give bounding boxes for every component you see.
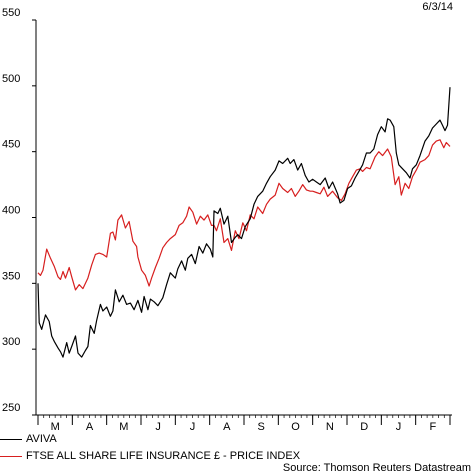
legend-item-ftse: FTSE ALL SHARE LIFE INSURANCE £ - PRICE … xyxy=(0,450,300,462)
source-note: Source: Thomson Reuters Datastream xyxy=(282,462,471,474)
y-axis: 250 300 350 400 450 500 550 xyxy=(2,7,37,416)
y-tick-label-300: 300 xyxy=(2,336,20,348)
y-tick-label-550: 550 xyxy=(2,7,20,19)
x-month-label: A xyxy=(223,421,231,433)
x-month-label: M xyxy=(51,421,60,433)
y-tick-label-250: 250 xyxy=(2,402,20,414)
legend-swatch-ftse xyxy=(0,455,22,457)
x-month-label: S xyxy=(257,421,264,433)
x-month-label: J xyxy=(155,421,161,433)
x-month-label: O xyxy=(291,421,300,433)
x-month-label: M xyxy=(119,421,128,433)
legend-label-aviva: AVIVA xyxy=(26,433,57,445)
x-month-label: D xyxy=(360,421,368,433)
legend-item-aviva: AVIVA xyxy=(0,433,57,445)
date-label: 6/3/14 xyxy=(422,1,453,13)
y-tick-label-500: 500 xyxy=(2,73,20,85)
series-line-aviva xyxy=(37,87,451,358)
x-month-label: N xyxy=(326,421,334,433)
x-month-label: J xyxy=(190,421,196,433)
y-tick-label-400: 400 xyxy=(2,205,20,217)
y-tick-label-450: 450 xyxy=(2,139,20,151)
series-line-ftse xyxy=(37,139,451,291)
legend-swatch-aviva xyxy=(0,438,22,440)
x-month-label: J xyxy=(396,421,402,433)
y-tick-label-350: 350 xyxy=(2,270,20,282)
x-month-label: A xyxy=(86,421,94,433)
x-month-label: F xyxy=(429,421,436,433)
series-group xyxy=(37,87,451,358)
legend-label-ftse: FTSE ALL SHARE LIFE INSURANCE £ - PRICE … xyxy=(26,450,301,462)
